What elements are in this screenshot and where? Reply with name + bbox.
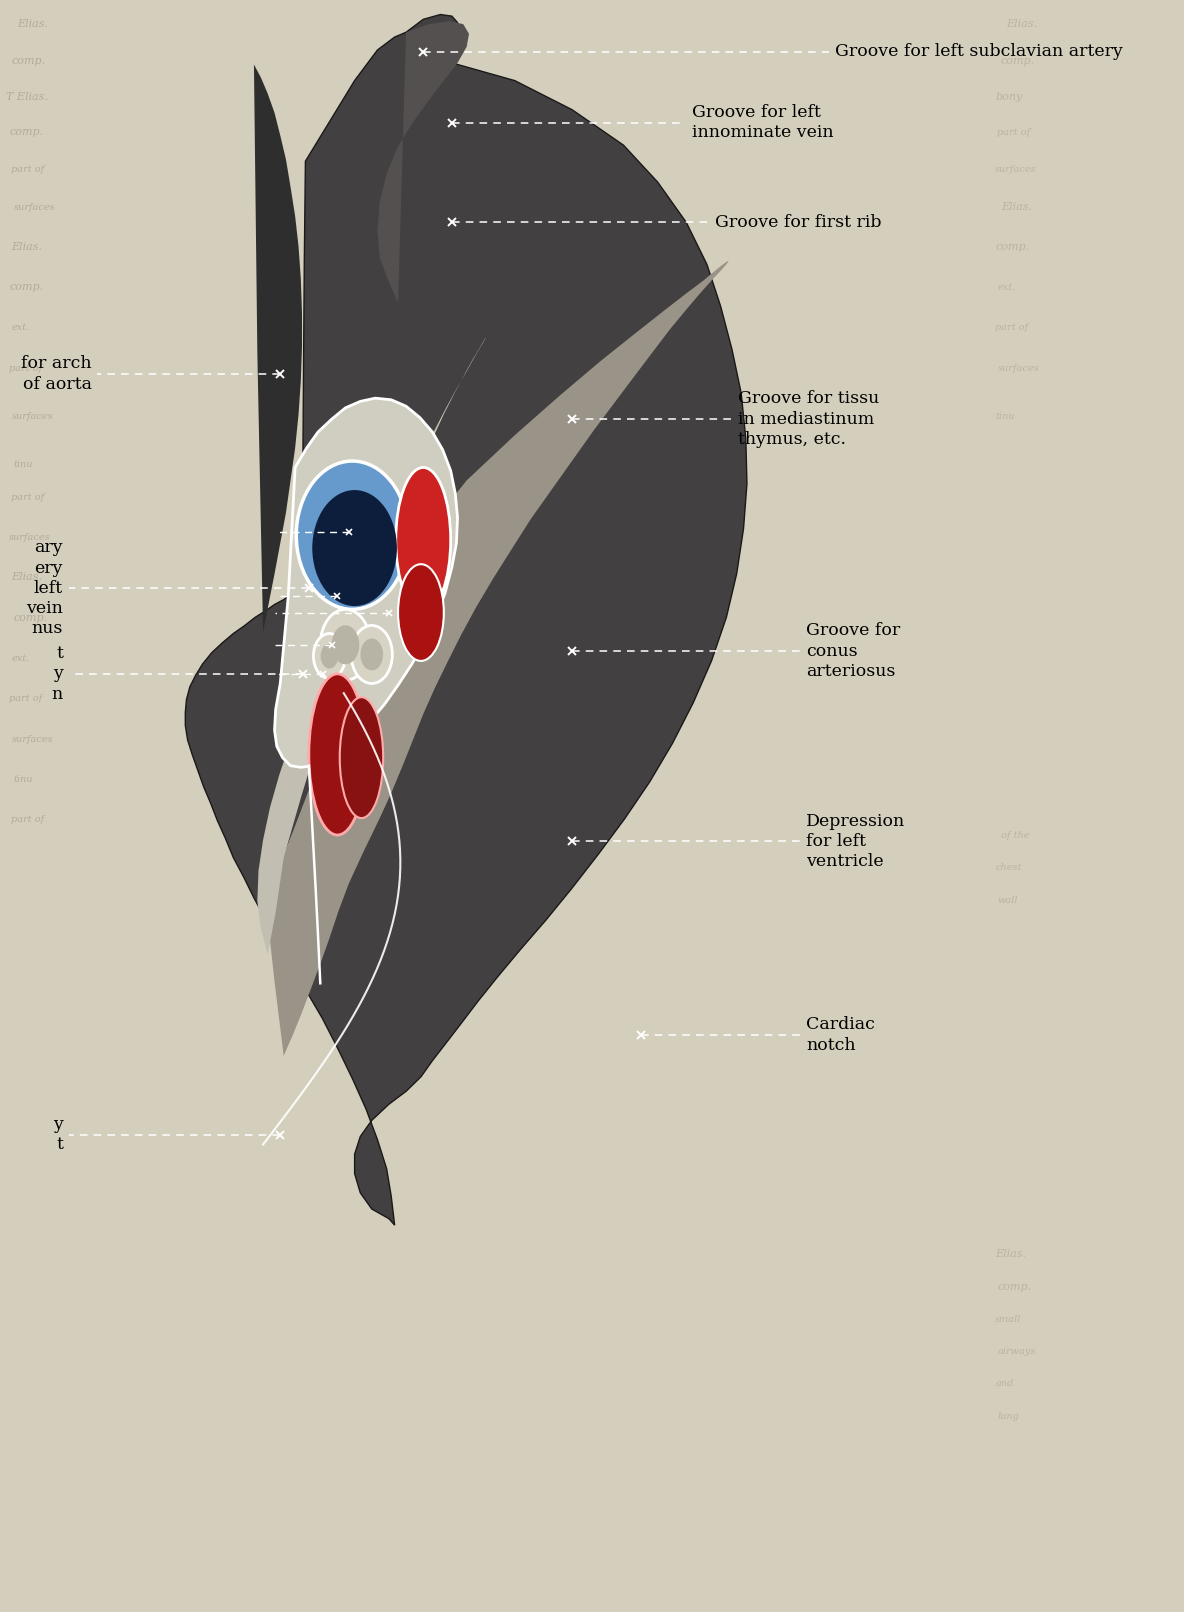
- Text: bony: bony: [996, 92, 1023, 102]
- Polygon shape: [253, 64, 302, 632]
- Text: part of: part of: [12, 166, 45, 174]
- Text: surfaces: surfaces: [12, 413, 53, 421]
- Text: comp.: comp.: [996, 242, 1029, 251]
- Circle shape: [352, 625, 392, 683]
- Text: y
t: y t: [53, 1116, 63, 1154]
- Ellipse shape: [309, 674, 366, 835]
- Text: part of: part of: [9, 695, 43, 703]
- Text: part of: part of: [12, 493, 45, 501]
- Text: comp.: comp.: [997, 1282, 1031, 1291]
- Polygon shape: [257, 335, 488, 954]
- Polygon shape: [378, 21, 469, 303]
- Text: surfaces: surfaces: [12, 735, 53, 743]
- Circle shape: [314, 634, 346, 679]
- Text: surfaces: surfaces: [997, 364, 1040, 372]
- Ellipse shape: [313, 490, 397, 606]
- Text: surfaces: surfaces: [996, 166, 1037, 174]
- Text: ext.: ext.: [12, 324, 30, 332]
- Circle shape: [332, 625, 359, 664]
- Text: Elias.: Elias.: [12, 242, 43, 251]
- Text: tinu: tinu: [14, 461, 33, 469]
- Text: part of: part of: [9, 364, 43, 372]
- Circle shape: [321, 643, 339, 669]
- Text: Groove for left subclavian artery: Groove for left subclavian artery: [835, 44, 1122, 60]
- Text: Elias.: Elias.: [12, 572, 43, 582]
- Polygon shape: [265, 261, 728, 1056]
- Text: comp.: comp.: [9, 282, 44, 292]
- Text: Elias.: Elias.: [996, 1249, 1027, 1259]
- Text: T Elias.: T Elias.: [6, 92, 47, 102]
- Text: Groove for tissu
in mediastinum
thymus, etc.: Groove for tissu in mediastinum thymus, …: [738, 390, 879, 448]
- Text: Groove for first rib: Groove for first rib: [715, 214, 881, 231]
- Text: Elias.: Elias.: [17, 19, 49, 29]
- Ellipse shape: [340, 696, 384, 819]
- Text: Elias.: Elias.: [1000, 202, 1032, 211]
- Text: wall: wall: [997, 896, 1018, 904]
- Text: Groove for left
innominate vein: Groove for left innominate vein: [691, 103, 834, 142]
- Text: ext.: ext.: [997, 284, 1016, 292]
- Text: lung: lung: [997, 1412, 1019, 1420]
- Text: comp.: comp.: [1000, 56, 1035, 66]
- Text: surfaces: surfaces: [9, 534, 51, 542]
- Text: Groove for
conus
arteriosus: Groove for conus arteriosus: [806, 622, 901, 680]
- Text: Cardiac
notch: Cardiac notch: [806, 1016, 875, 1054]
- Text: ary
ery
left
vein
nus: ary ery left vein nus: [26, 540, 63, 637]
- Ellipse shape: [296, 461, 408, 609]
- Text: part of: part of: [996, 324, 1029, 332]
- Text: comp.: comp.: [14, 613, 47, 622]
- Text: Elias.: Elias.: [1006, 19, 1037, 29]
- Polygon shape: [186, 15, 747, 1225]
- Text: and: and: [996, 1380, 1014, 1388]
- Text: Depression
for left
ventricle: Depression for left ventricle: [806, 812, 906, 870]
- Text: of the: of the: [1000, 832, 1029, 840]
- Text: comp.: comp.: [12, 56, 45, 66]
- Text: t
y
n: t y n: [52, 645, 63, 703]
- Polygon shape: [275, 398, 457, 767]
- Text: tinu: tinu: [14, 775, 33, 783]
- Text: surfaces: surfaces: [14, 203, 56, 211]
- Circle shape: [360, 638, 384, 671]
- Circle shape: [321, 609, 371, 680]
- Text: comp.: comp.: [9, 127, 44, 137]
- Text: small: small: [996, 1315, 1022, 1323]
- Text: tinu: tinu: [996, 413, 1015, 421]
- Text: airways: airways: [997, 1348, 1036, 1356]
- Ellipse shape: [398, 564, 444, 661]
- Ellipse shape: [395, 467, 451, 613]
- Text: chest: chest: [996, 864, 1022, 872]
- Text: part of: part of: [997, 129, 1031, 137]
- Text: part of: part of: [12, 816, 45, 824]
- Text: for arch
of aorta: for arch of aorta: [21, 355, 91, 393]
- Text: ext.: ext.: [12, 654, 30, 663]
